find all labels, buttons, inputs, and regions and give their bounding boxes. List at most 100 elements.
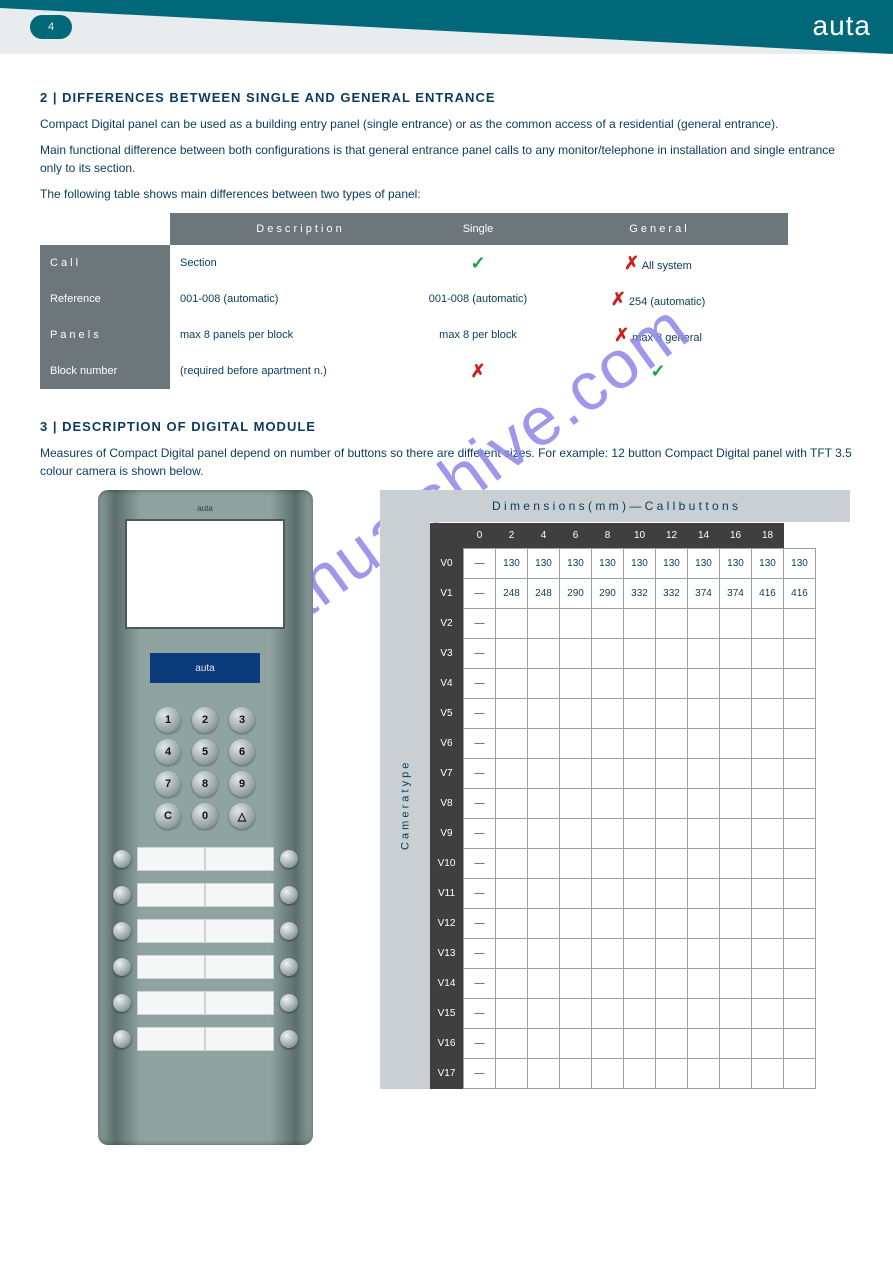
dim-cell: [720, 609, 752, 639]
keypad-key-5[interactable]: 5: [192, 739, 218, 765]
call-button-right[interactable]: [280, 886, 298, 904]
dim-cell: —: [464, 699, 496, 729]
dim-cell: [784, 789, 816, 819]
dim-cell: 290: [592, 579, 624, 609]
dim-cell: [528, 789, 560, 819]
dim-cell: [496, 849, 528, 879]
cmp-general: ✓: [528, 353, 788, 389]
dim-cell: [720, 699, 752, 729]
dim-cell: [560, 609, 592, 639]
dim-cell: —: [464, 999, 496, 1029]
dim-cell: 130: [496, 549, 528, 579]
dim-cell: 416: [784, 579, 816, 609]
dim-cell: [784, 879, 816, 909]
cmp-row-header: P a n e l s: [40, 317, 170, 353]
cmp-single: ✗: [428, 353, 528, 389]
dim-cell: [752, 729, 784, 759]
call-button-right[interactable]: [280, 958, 298, 976]
dim-cell: [528, 849, 560, 879]
dim-cell: [592, 909, 624, 939]
dim-cell: [496, 969, 528, 999]
cmp-general: ✗ 254 (automatic): [528, 281, 788, 317]
dim-cell: [752, 699, 784, 729]
dim-cell: 416: [752, 579, 784, 609]
dim-cell: [720, 1029, 752, 1059]
dim-cell: [688, 1029, 720, 1059]
call-button-left[interactable]: [113, 1030, 131, 1048]
keypad-key-0[interactable]: 0: [192, 803, 218, 829]
keypad-key-3[interactable]: 3: [229, 707, 255, 733]
call-button-right[interactable]: [280, 922, 298, 940]
keypad-key-7[interactable]: 7: [155, 771, 181, 797]
dim-cell: [528, 759, 560, 789]
call-button-left[interactable]: [113, 958, 131, 976]
dim-cell: [752, 999, 784, 1029]
keypad-key-1[interactable]: 1: [155, 707, 181, 733]
dim-cell: [784, 729, 816, 759]
section1-p2: Main functional difference between both …: [40, 141, 853, 177]
dim-cell: [752, 609, 784, 639]
keypad-key-6[interactable]: 6: [229, 739, 255, 765]
dim-cell: [720, 999, 752, 1029]
dim-cell: [656, 759, 688, 789]
cmp-desc: Section: [170, 245, 428, 281]
keypad-key-△[interactable]: △: [229, 803, 255, 829]
dim-row-header: V14: [430, 969, 464, 999]
dim-cell: [496, 699, 528, 729]
call-button-right[interactable]: [280, 850, 298, 868]
dim-row-header: V5: [430, 699, 464, 729]
dim-cell: [560, 729, 592, 759]
dim-cell: [592, 699, 624, 729]
brand-logo: auta: [813, 10, 872, 42]
call-button-left[interactable]: [113, 886, 131, 904]
dim-cell: [592, 939, 624, 969]
dim-cell: [592, 1059, 624, 1089]
call-button-left[interactable]: [113, 922, 131, 940]
keypad-key-9[interactable]: 9: [229, 771, 255, 797]
dim-cell: [496, 1059, 528, 1089]
call-button-left[interactable]: [113, 994, 131, 1012]
dim-cell: [656, 849, 688, 879]
dim-cell: [688, 849, 720, 879]
dim-cell: [496, 819, 528, 849]
dim-row-header: V8: [430, 789, 464, 819]
dim-cell: 248: [496, 579, 528, 609]
dim-cell: [720, 969, 752, 999]
dim-cell: [656, 609, 688, 639]
dim-cell: [624, 1029, 656, 1059]
dim-cell: [720, 849, 752, 879]
dim-cell: [720, 669, 752, 699]
keypad-key-2[interactable]: 2: [192, 707, 218, 733]
dim-cell: [496, 789, 528, 819]
check-icon: ✓: [470, 253, 485, 273]
page-number-pill: 4: [30, 15, 72, 39]
dim-cell: 332: [624, 579, 656, 609]
cmp-header: Single: [428, 213, 528, 245]
dim-cell: [560, 1029, 592, 1059]
dim-cell: [688, 1059, 720, 1089]
cmp-row-header: Block number: [40, 353, 170, 389]
dim-cell: [656, 1029, 688, 1059]
dim-cell: [528, 1029, 560, 1059]
call-button-left[interactable]: [113, 850, 131, 868]
keypad-key-4[interactable]: 4: [155, 739, 181, 765]
call-button-right[interactable]: [280, 1030, 298, 1048]
cross-icon: ✗: [624, 253, 639, 273]
dim-cell: [496, 729, 528, 759]
dim-cell: [528, 669, 560, 699]
dim-cell: 130: [720, 549, 752, 579]
dim-cell: [720, 789, 752, 819]
panel-keypad: 123 456 789 C0 △: [155, 707, 255, 829]
section1-p3: The following table shows main differenc…: [40, 185, 853, 203]
dim-cell: [528, 729, 560, 759]
dim-cell: —: [464, 849, 496, 879]
dim-col-header: 10: [624, 523, 656, 549]
keypad-key-8[interactable]: 8: [192, 771, 218, 797]
section-title-2: 3 | DESCRIPTION OF DIGITAL MODULE: [40, 419, 853, 434]
cross-icon: ✗: [470, 361, 485, 381]
dim-row-header: V11: [430, 879, 464, 909]
keypad-key-C[interactable]: C: [155, 803, 181, 829]
call-button-right[interactable]: [280, 994, 298, 1012]
dim-cell: [528, 999, 560, 1029]
dim-row-header: V12: [430, 909, 464, 939]
